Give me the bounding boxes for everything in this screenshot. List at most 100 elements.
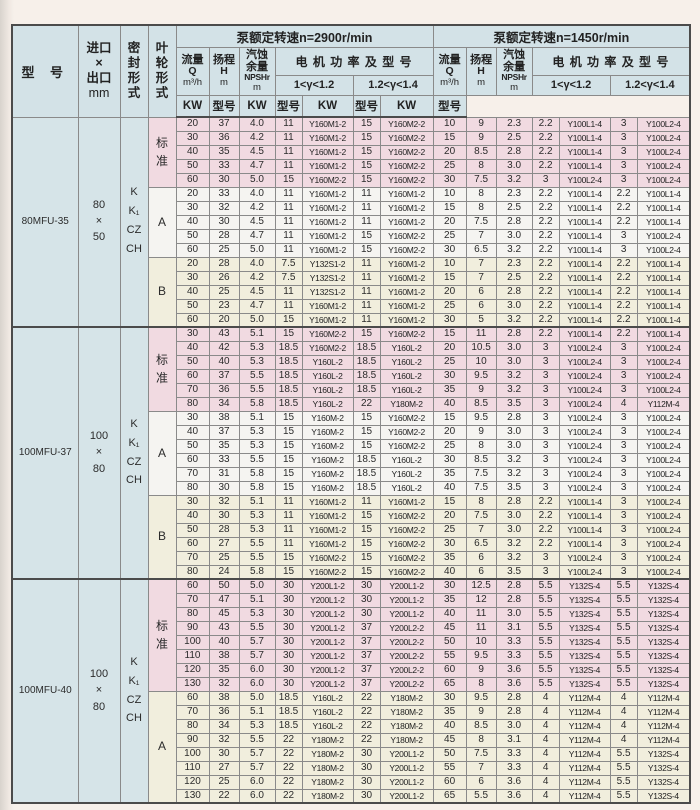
value-cell: 7: [465, 270, 497, 286]
value-cell: 22: [274, 788, 303, 804]
value-cell: 40: [432, 606, 467, 622]
value-cell: 30: [352, 774, 381, 790]
col-header-model: 型 号: [11, 24, 79, 118]
motor-model-cell: Y100L1-4: [558, 536, 611, 552]
value-cell: 3.5: [495, 396, 533, 412]
value-cell: 5.5: [531, 662, 560, 678]
value-cell: 7: [465, 760, 497, 776]
value-cell: 15: [352, 550, 381, 566]
value-cell: 42: [208, 340, 240, 356]
table-row: 110 38 5.7 30 Y200L1-2 37 Y200L2-2 55 9.5 3.3 5.5 Y…: [12, 648, 691, 664]
value-cell: 4: [609, 396, 638, 412]
value-cell: 5.5: [609, 746, 638, 762]
value-cell: 30: [274, 592, 303, 608]
value-cell: 5.5: [609, 606, 638, 622]
value-cell: 32: [208, 732, 240, 748]
value-cell: 9: [465, 424, 497, 440]
value-cell: 50: [175, 438, 210, 454]
value-cell: 3.3: [495, 760, 533, 776]
value-cell: 2.2: [531, 116, 560, 132]
motor-model-cell: Y112M-4: [636, 704, 691, 720]
value-cell: 4: [609, 704, 638, 720]
value-cell: 70: [175, 592, 210, 608]
value-cell: 65: [432, 676, 467, 692]
value-cell: 38: [208, 648, 240, 664]
motor-model-cell: Y180M-2: [301, 788, 354, 804]
value-cell: 3: [531, 452, 560, 468]
value-cell: 5.3: [238, 438, 276, 454]
value-cell: 5.5: [609, 578, 638, 594]
value-cell: 15: [274, 438, 303, 454]
value-cell: 30: [175, 130, 210, 146]
motor-model-cell: Y200L2-2: [379, 620, 434, 636]
seal-type-cell: K K₁ CZ CH: [119, 578, 149, 804]
col-header-kw: KW: [301, 94, 354, 118]
value-cell: 30: [274, 620, 303, 636]
value-cell: 5.8: [238, 466, 276, 482]
motor-model-cell: Y160M1-2: [301, 116, 354, 132]
col-header-motor-model: 型号: [352, 94, 381, 118]
value-cell: 35: [432, 592, 467, 608]
value-cell: 30: [432, 690, 467, 706]
motor-model-cell: Y132S-4: [558, 648, 611, 664]
value-cell: 3: [609, 228, 638, 244]
value-cell: 11: [274, 116, 303, 132]
value-cell: 100: [175, 634, 210, 650]
value-cell: 35: [432, 382, 467, 398]
value-cell: 37: [352, 662, 381, 678]
motor-model-cell: Y132S-4: [636, 592, 691, 608]
motor-model-cell: Y160M2-2: [301, 326, 354, 342]
motor-model-cell: Y100L2-4: [636, 410, 691, 426]
value-cell: 3.2: [495, 452, 533, 468]
motor-model-cell: Y160M1-2: [301, 158, 354, 174]
value-cell: 9.5: [465, 410, 497, 426]
value-cell: 4: [531, 774, 560, 790]
value-cell: 43: [208, 326, 240, 342]
value-cell: 4.2: [238, 270, 276, 286]
value-cell: 20: [208, 312, 240, 328]
motor-model-cell: Y132S-4: [636, 676, 691, 692]
motor-model-cell: Y160M1-2: [379, 256, 434, 272]
table-row: 70 36 5.1 18.5 Y160L-2 22 Y180M-2 35 9 2.8 4 Y112M-…: [12, 704, 691, 720]
table-row: 40 25 4.5 11 Y132S1-2 11 Y160M1-2 20 6 2.8 2.2 Y100…: [12, 284, 691, 300]
value-cell: 6: [465, 564, 497, 580]
value-cell: 30: [432, 536, 467, 552]
motor-model-cell: Y100L1-4: [636, 284, 691, 300]
value-cell: 3: [531, 424, 560, 440]
value-cell: 20: [432, 284, 467, 300]
value-cell: 23: [208, 298, 240, 314]
value-cell: 4: [531, 732, 560, 748]
value-cell: 22: [352, 718, 381, 734]
motor-model-cell: Y200L1-2: [379, 788, 434, 804]
motor-model-cell: Y100L2-4: [558, 564, 611, 580]
value-cell: 15: [432, 326, 467, 342]
motor-model-cell: Y112M-4: [558, 774, 611, 790]
value-cell: 50: [175, 228, 210, 244]
header-gamma-low-2900: 1<γ<1.2: [274, 74, 354, 96]
value-cell: 30: [352, 746, 381, 762]
motor-model-cell: Y160M1-2: [301, 144, 354, 160]
table-row: 40 30 4.5 11 Y160M1-2 11 Y160M1-2 20 7.5 2.8 2.2 Y1…: [12, 214, 691, 230]
value-cell: 15: [352, 172, 381, 188]
value-cell: 15: [352, 522, 381, 538]
value-cell: 3: [531, 550, 560, 566]
value-cell: 8.5: [465, 718, 497, 734]
value-cell: 30: [274, 648, 303, 664]
motor-model-cell: Y132S-4: [636, 606, 691, 622]
value-cell: 8: [465, 438, 497, 454]
value-cell: 3: [531, 172, 560, 188]
motor-model-cell: Y200L1-2: [301, 676, 354, 692]
value-cell: 24: [208, 564, 240, 580]
table-row: 130 32 6.0 30 Y200L1-2 37 Y200L2-2 65 8 3.6 5.5 Y13…: [12, 676, 691, 692]
value-cell: 40: [432, 396, 467, 412]
value-cell: 5.0: [238, 690, 276, 706]
motor-model-cell: Y160M1-2: [301, 312, 354, 328]
value-cell: 22: [352, 732, 381, 748]
motor-model-cell: Y100L1-4: [636, 312, 691, 328]
value-cell: 5.5: [465, 788, 497, 804]
value-cell: 5.0: [238, 172, 276, 188]
motor-model-cell: Y160M2-2: [379, 242, 434, 258]
value-cell: 38: [208, 690, 240, 706]
value-cell: 80: [175, 718, 210, 734]
motor-model-cell: Y132S1-2: [301, 270, 354, 286]
